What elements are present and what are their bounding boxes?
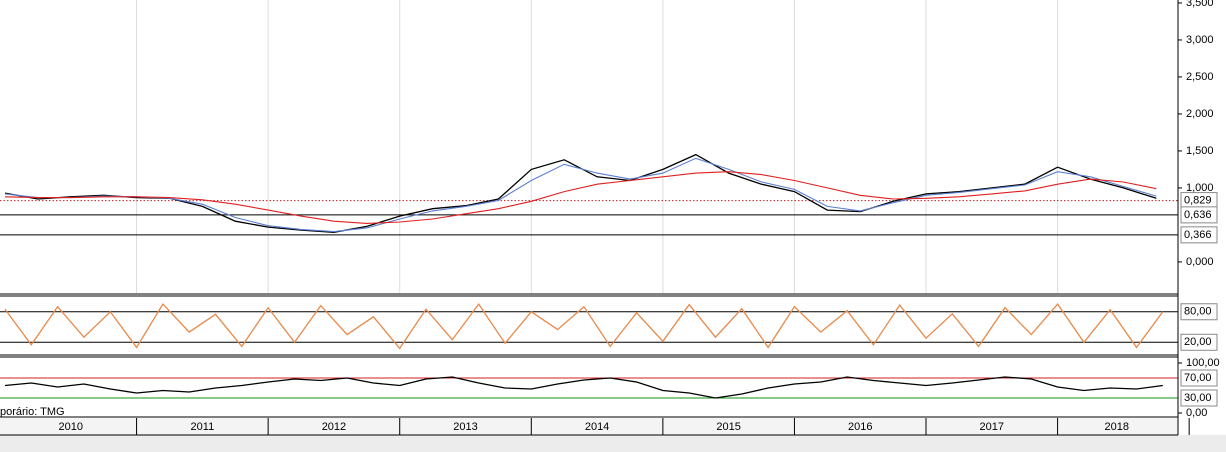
value-label-box — [1180, 206, 1218, 224]
year-label: 2018 — [1105, 421, 1129, 433]
value-label-box — [1180, 389, 1218, 407]
year-label: 2017 — [980, 421, 1004, 433]
reference-label: 30,00 — [1184, 392, 1212, 404]
indicator-caption: porário: TMG — [0, 406, 65, 418]
time-axis-bar — [0, 418, 1178, 435]
y-tick-label: 3,500 — [1186, 0, 1214, 9]
value-label-box — [1180, 369, 1218, 387]
y-tick-label: 3,000 — [1186, 34, 1214, 46]
reference-label: 70,00 — [1184, 372, 1212, 384]
year-label: 2011 — [191, 421, 215, 433]
year-label: 2016 — [848, 421, 872, 433]
y-tick-label: 0,000 — [1186, 256, 1214, 268]
y-tick-label: 2,500 — [1186, 71, 1214, 83]
year-label: 2015 — [716, 421, 740, 433]
y-tick-label: 0,00 — [1186, 407, 1207, 419]
reference-label: 0,366 — [1184, 229, 1212, 241]
series-line — [4, 376, 1163, 399]
y-tick-label: 2,000 — [1186, 108, 1214, 120]
year-label: 2012 — [322, 421, 346, 433]
value-label-box — [1180, 303, 1218, 321]
reference-label: 80,00 — [1184, 306, 1212, 318]
value-label-box — [1180, 333, 1218, 351]
series-line — [4, 302, 1164, 350]
year-label: 2014 — [585, 421, 609, 433]
year-label: 2010 — [59, 421, 83, 433]
series-line — [4, 157, 1157, 233]
reference-label: 0,636 — [1184, 209, 1212, 221]
reference-label: 0,829 — [1184, 194, 1212, 206]
y-tick-label: 1,000 — [1186, 182, 1214, 194]
panels: porário: TMG — [0, 0, 1178, 418]
series-line — [4, 171, 1157, 224]
status-strip — [0, 435, 1226, 452]
reference-label: 20,00 — [1184, 336, 1212, 348]
year-label: 2013 — [453, 421, 477, 433]
y-tick-label: 1,500 — [1186, 145, 1214, 157]
value-label-box — [1180, 226, 1218, 244]
y-tick-label: 100,00 — [1186, 357, 1220, 369]
